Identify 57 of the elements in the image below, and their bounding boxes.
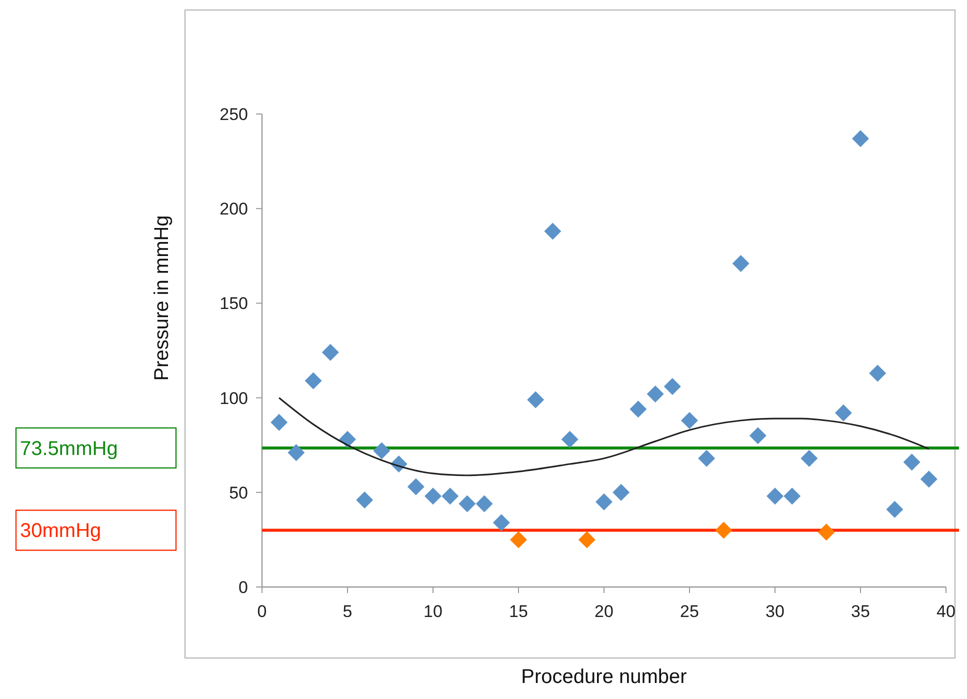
point [270,414,288,431]
ref-line-label: 73.5mmHg [20,438,118,460]
point [612,484,630,501]
point [288,444,305,462]
point [800,450,818,467]
point [561,430,578,448]
y-tick-label: 200 [220,200,248,219]
point [630,400,647,418]
x-axis-title: Procedure number [521,666,688,688]
point [510,531,527,548]
point [681,412,698,430]
point [715,522,732,539]
x-tick-label: 15 [509,602,528,621]
y-tick-label: 50 [229,483,248,502]
y-tick-label: 150 [220,294,248,314]
point [646,386,664,403]
point [903,454,920,471]
point [544,222,562,240]
point [322,344,339,361]
point [424,488,442,505]
point [920,470,938,488]
point [698,450,716,467]
y-tick-label: 250 [220,104,248,124]
point [886,500,904,518]
line-series [278,397,930,476]
point [834,404,852,422]
point [407,478,424,496]
point [766,488,784,505]
point [852,130,869,148]
x-tick-label: 5 [342,602,352,621]
point [749,427,766,444]
ref-line-label: 30mmHg [20,520,102,542]
x-tick-label: 35 [851,602,870,621]
x-tick-label: 0 [257,602,267,621]
point [458,495,476,512]
point [527,391,544,408]
point [373,442,390,460]
point [784,488,801,505]
point [476,495,493,512]
point [442,488,459,505]
x-tick-label: 20 [594,602,614,621]
x-tick-label: 30 [766,602,784,621]
y-axis-title: Pressure in mmHg [151,215,173,381]
point [492,514,510,532]
x-tick-label: 10 [424,602,442,621]
x-tick-label: 25 [680,602,699,621]
y-tick-label: 100 [220,388,248,408]
point [356,491,374,508]
point [578,531,596,548]
x-tick-label: 40 [936,602,956,621]
point [869,364,886,382]
point [596,493,612,510]
point [818,524,835,541]
y-tick-label: 0 [238,578,248,597]
point [304,372,322,390]
point [732,254,750,272]
point [664,378,681,395]
